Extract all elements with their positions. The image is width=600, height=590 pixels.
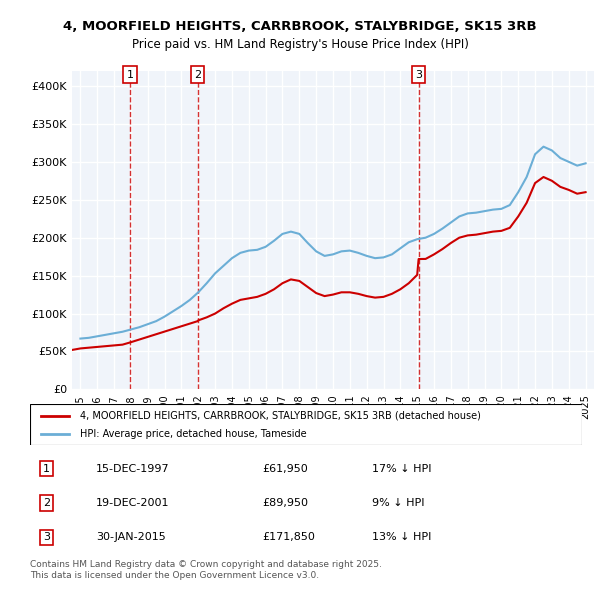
- Text: Price paid vs. HM Land Registry's House Price Index (HPI): Price paid vs. HM Land Registry's House …: [131, 38, 469, 51]
- Text: This data is licensed under the Open Government Licence v3.0.: This data is licensed under the Open Gov…: [30, 571, 319, 580]
- Text: £61,950: £61,950: [262, 464, 308, 474]
- FancyBboxPatch shape: [30, 404, 582, 445]
- Text: Contains HM Land Registry data © Crown copyright and database right 2025.: Contains HM Land Registry data © Crown c…: [30, 560, 382, 569]
- Text: 3: 3: [43, 532, 50, 542]
- Text: 17% ↓ HPI: 17% ↓ HPI: [372, 464, 432, 474]
- Text: 9% ↓ HPI: 9% ↓ HPI: [372, 498, 425, 508]
- Text: 3: 3: [415, 70, 422, 80]
- Text: 2: 2: [194, 70, 201, 80]
- Text: 4, MOORFIELD HEIGHTS, CARRBROOK, STALYBRIDGE, SK15 3RB: 4, MOORFIELD HEIGHTS, CARRBROOK, STALYBR…: [63, 20, 537, 33]
- Text: 1: 1: [127, 70, 134, 80]
- Text: 19-DEC-2001: 19-DEC-2001: [96, 498, 170, 508]
- Text: £171,850: £171,850: [262, 532, 315, 542]
- Text: £89,950: £89,950: [262, 498, 308, 508]
- Text: 1: 1: [43, 464, 50, 474]
- Text: 15-DEC-1997: 15-DEC-1997: [96, 464, 170, 474]
- Text: 2: 2: [43, 498, 50, 508]
- Text: 4, MOORFIELD HEIGHTS, CARRBROOK, STALYBRIDGE, SK15 3RB (detached house): 4, MOORFIELD HEIGHTS, CARRBROOK, STALYBR…: [80, 411, 481, 421]
- Text: HPI: Average price, detached house, Tameside: HPI: Average price, detached house, Tame…: [80, 429, 307, 439]
- Text: 30-JAN-2015: 30-JAN-2015: [96, 532, 166, 542]
- Text: 13% ↓ HPI: 13% ↓ HPI: [372, 532, 431, 542]
